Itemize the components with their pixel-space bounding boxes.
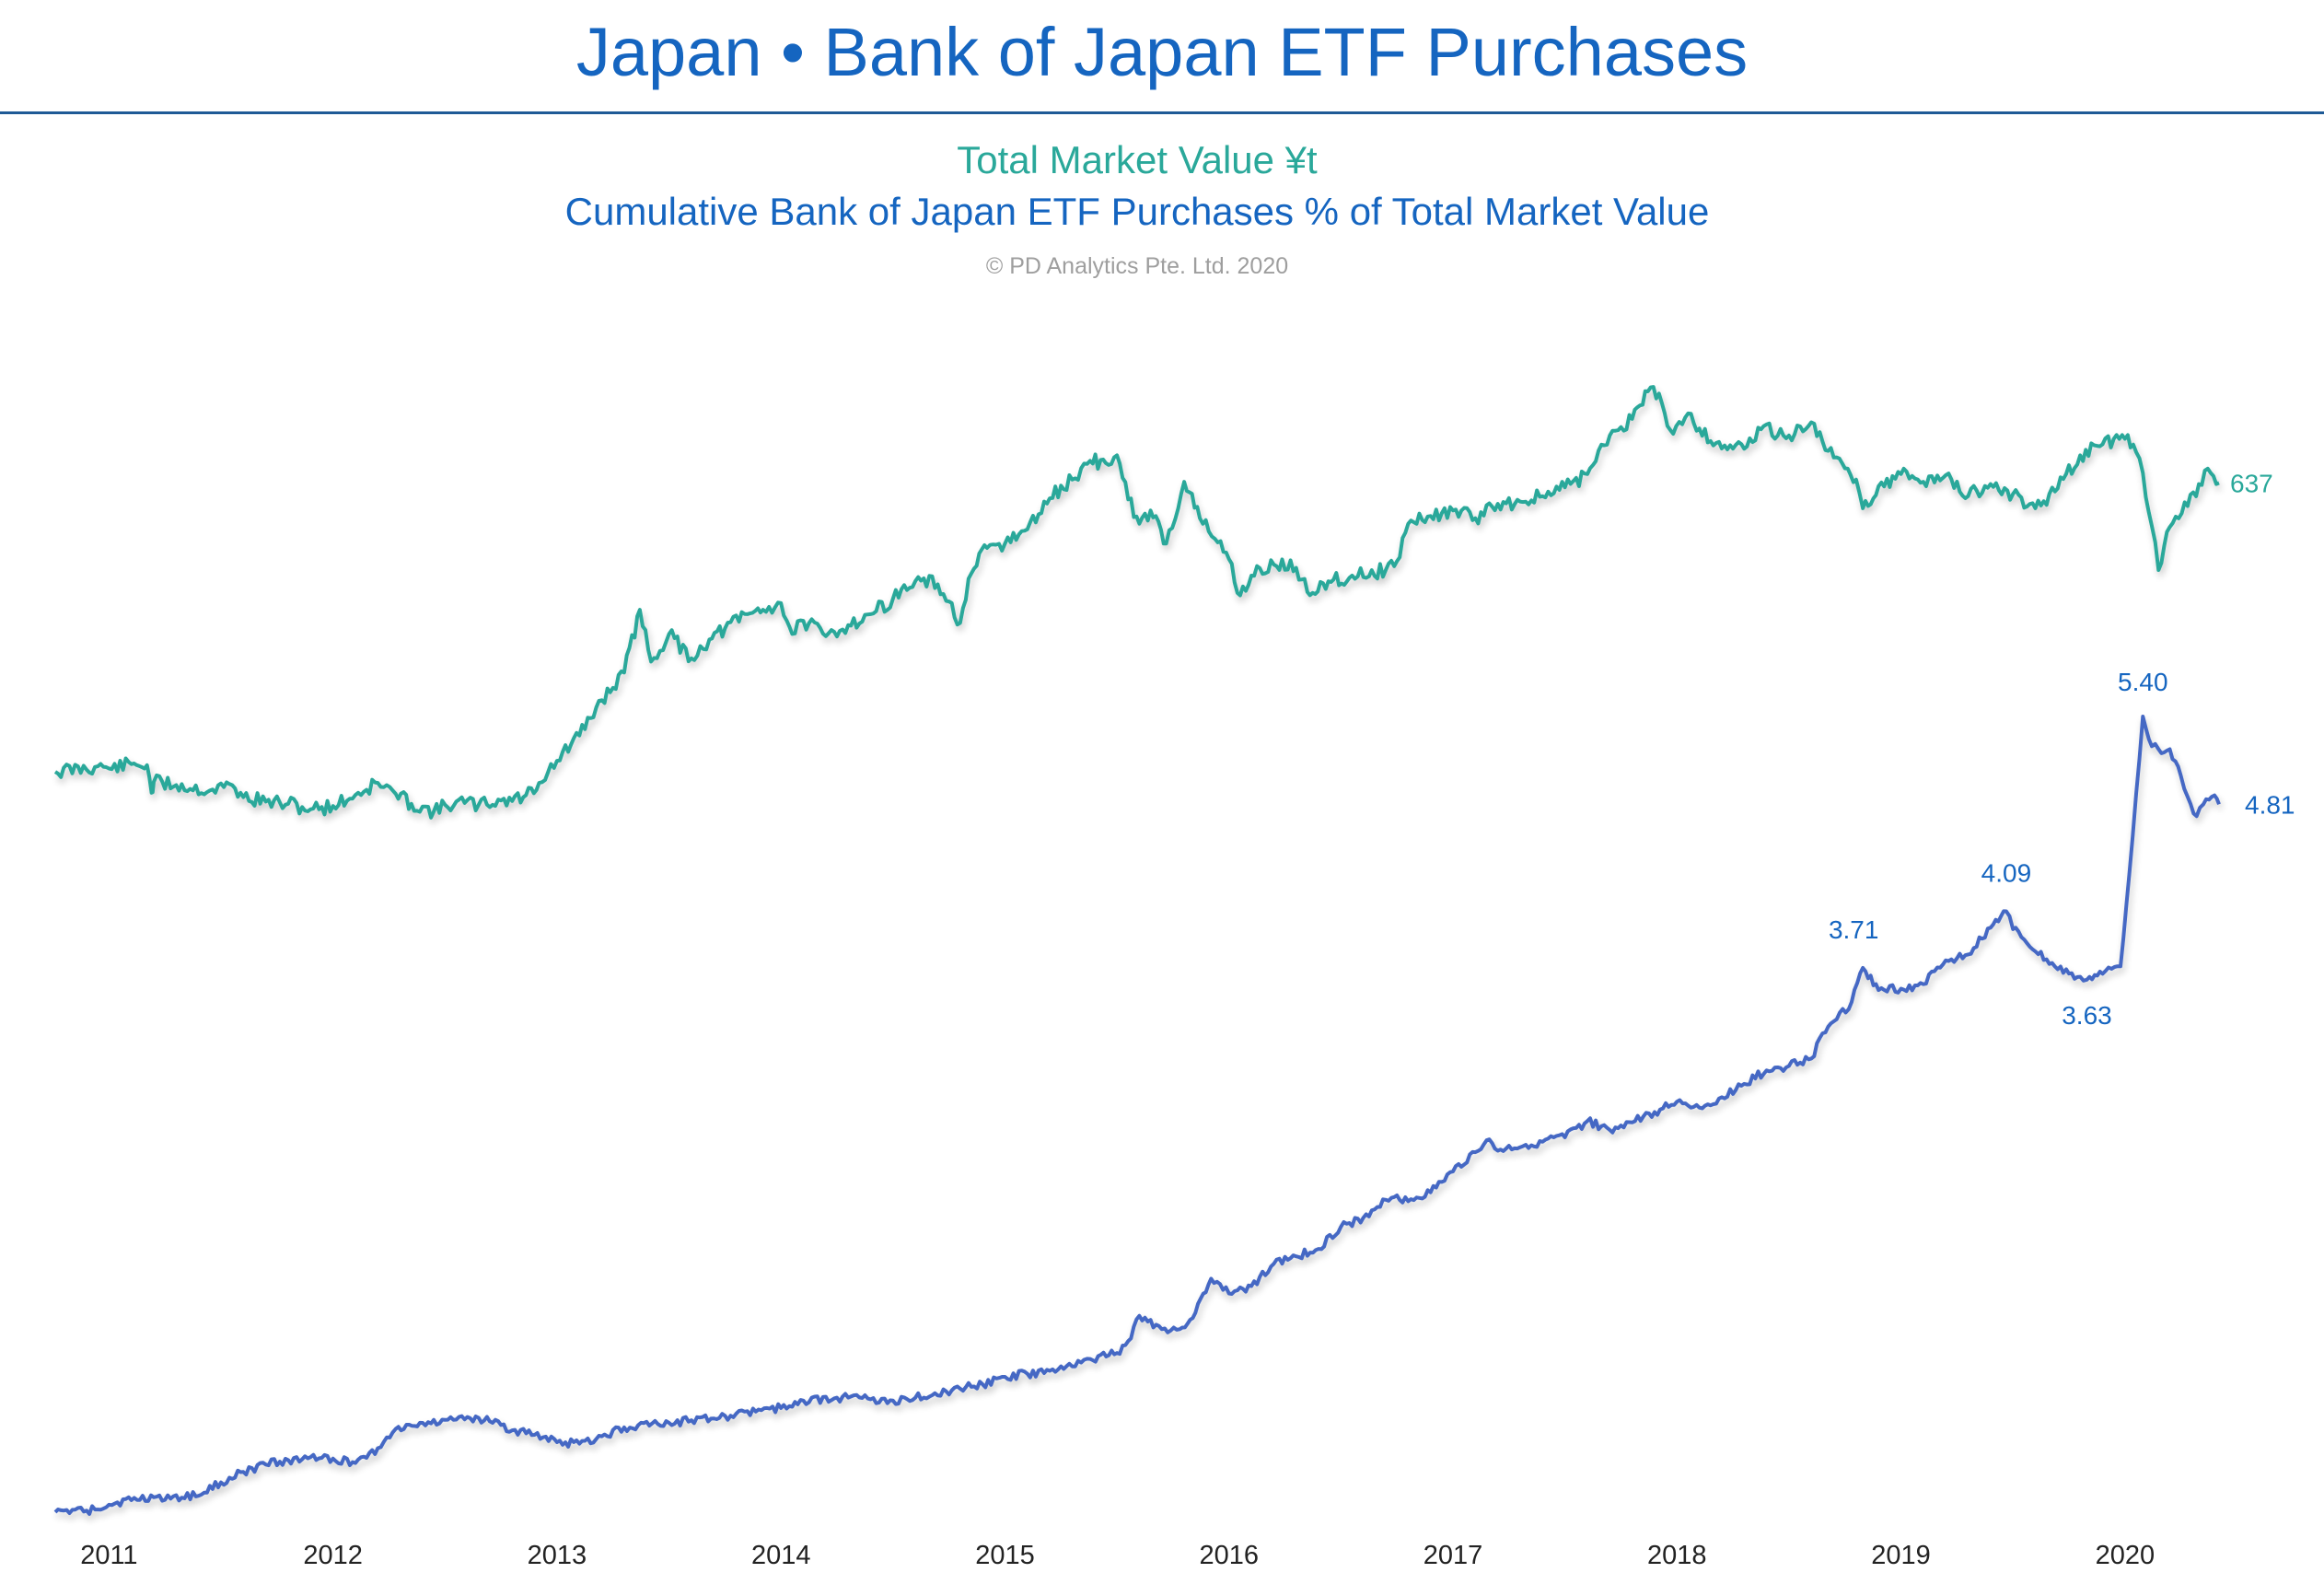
annotation-3-71: 3.71 [1829, 915, 1879, 944]
series-line-market-value [53, 385, 2220, 820]
x-tick-label-2016: 2016 [1199, 1541, 1259, 1570]
annotation-3-63: 3.63 [2062, 1001, 2112, 1030]
end-label-market-value: 637 [2230, 469, 2273, 497]
annotation-5-40: 5.40 [2118, 668, 2168, 696]
x-tick-label-2014: 2014 [751, 1541, 811, 1570]
x-tick-label-2015: 2015 [975, 1541, 1035, 1570]
x-tick-label-2020: 2020 [2096, 1541, 2156, 1570]
page-title: Japan • Bank of Japan ETF Purchases [575, 14, 1749, 90]
subtitle-market-value: Total Market Value ¥t [957, 138, 1318, 181]
x-tick-label-2018: 2018 [1647, 1541, 1707, 1570]
x-tick-label-2017: 2017 [1423, 1541, 1483, 1570]
series-layer [53, 385, 2221, 1516]
x-tick-label-2013: 2013 [528, 1541, 587, 1570]
x-tick-label-2011: 2011 [80, 1541, 137, 1570]
subtitle-etf-share: Cumulative Bank of Japan ETF Purchases %… [564, 190, 1710, 233]
x-axis-tick-labels: 2011 2012 2013 2014 2015 2016 2017 2018 2019 2020 [80, 1541, 2155, 1570]
x-tick-label-2019: 2019 [1871, 1541, 1931, 1570]
annotation-4-09: 4.09 [1981, 859, 2032, 888]
x-tick-label-2012: 2012 [303, 1541, 363, 1570]
annotation-layer: 637 3.71 4.09 3.63 5.40 4.81 [1829, 469, 2295, 1029]
copyright-note: © PD Analytics Pte. Ltd. 2020 [985, 253, 1289, 279]
title-divider [0, 111, 2324, 114]
series-line-etf-share [53, 715, 2221, 1516]
annotation-4-81: 4.81 [2245, 790, 2295, 819]
